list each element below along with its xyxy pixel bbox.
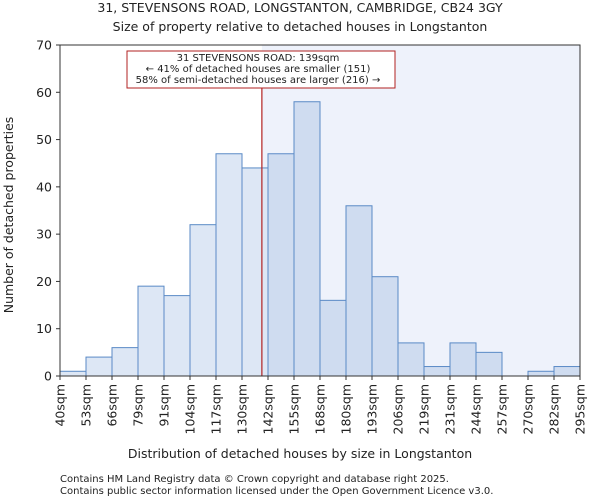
x-tick-label-142sqm: 142sqm: [261, 384, 276, 434]
annotation-box: [126, 50, 396, 89]
y-tick-label-10: 10: [36, 321, 52, 336]
bar-79sqm: [137, 285, 165, 377]
x-tick-label-231sqm: 231sqm: [443, 384, 458, 434]
y-tick-label-70: 70: [36, 38, 52, 53]
x-tick-label-206sqm: 206sqm: [391, 384, 406, 434]
y-axis-ticks: 0 10 20 30 40 50 60 70: [36, 38, 60, 384]
x-tick-label-168sqm: 168sqm: [313, 384, 328, 434]
bar-117sqm: [215, 153, 243, 377]
x-tick-label-257sqm: 257sqm: [495, 384, 510, 434]
x-tick-label-66sqm: 66sqm: [105, 384, 120, 427]
x-tick-label-282sqm: 282sqm: [547, 384, 562, 434]
bar-53sqm: [85, 356, 113, 377]
y-axis-label: Number of detached properties: [1, 117, 16, 314]
annotation-line-1: 31 STEVENSONS ROAD: 139sqm: [177, 53, 340, 64]
chart-subtitle: Size of property relative to detached ho…: [113, 19, 488, 34]
bar-193sqm: [371, 276, 399, 377]
bar-206sqm: [397, 342, 425, 377]
footer-line-1: Contains HM Land Registry data © Crown c…: [60, 474, 449, 485]
bar-219sqm: [423, 366, 451, 377]
bars: [59, 101, 581, 377]
x-axis-label: Distribution of detached houses by size …: [128, 446, 472, 461]
bar-270sqm: [527, 370, 555, 377]
footer-line-2: Contains public sector information licen…: [60, 486, 493, 497]
bar-142sqm: [267, 153, 295, 377]
bar-104sqm: [189, 224, 217, 377]
bar-155sqm: [293, 101, 321, 377]
bar-40sqm: [59, 370, 87, 377]
y-tick-label-30: 30: [36, 227, 52, 242]
x-tick-label-219sqm: 219sqm: [417, 384, 432, 434]
bar-180sqm: [345, 205, 373, 377]
y-tick-label-0: 0: [44, 369, 52, 384]
y-tick-label-60: 60: [36, 85, 52, 100]
x-tick-label-244sqm: 244sqm: [469, 384, 484, 434]
bar-66sqm: [111, 347, 139, 377]
y-tick-label-40: 40: [36, 179, 52, 194]
chart-title: 31, STEVENSONS ROAD, LONGSTANTON, CAMBRI…: [97, 0, 503, 15]
x-tick-label-155sqm: 155sqm: [287, 384, 302, 434]
x-tick-label-104sqm: 104sqm: [183, 384, 198, 434]
x-tick-label-130sqm: 130sqm: [235, 384, 250, 434]
bar-231sqm: [449, 342, 477, 377]
x-tick-label-91sqm: 91sqm: [157, 384, 172, 427]
y-tick-label-20: 20: [36, 274, 52, 289]
marker-annotation: 31 STEVENSONS ROAD: 139sqm ← 41% of deta…: [126, 50, 396, 89]
x-tick-label-40sqm: 40sqm: [53, 384, 68, 427]
bar-168sqm: [319, 299, 347, 377]
y-tick-label-50: 50: [36, 132, 52, 147]
x-tick-label-53sqm: 53sqm: [79, 384, 94, 427]
bar-91sqm: [163, 295, 191, 377]
x-tick-label-193sqm: 193sqm: [365, 384, 380, 434]
bar-130sqm: [241, 167, 269, 377]
bar-244sqm: [475, 351, 503, 377]
x-tick-label-180sqm: 180sqm: [339, 384, 354, 434]
bar-282sqm: [553, 366, 581, 377]
x-tick-label-79sqm: 79sqm: [131, 384, 146, 427]
x-tick-label-270sqm: 270sqm: [521, 384, 536, 434]
x-tick-label-295sqm: 295sqm: [573, 384, 588, 434]
x-tick-label-117sqm: 117sqm: [209, 384, 224, 434]
annotation-line-3: 58% of semi-detached houses are larger (…: [136, 75, 381, 86]
annotation-line-2: ← 41% of detached houses are smaller (15…: [146, 64, 371, 75]
x-axis-ticks: 40sqm 53sqm 66sqm 79sqm 91sqm 104sqm 117sqm 130…: [53, 376, 588, 434]
